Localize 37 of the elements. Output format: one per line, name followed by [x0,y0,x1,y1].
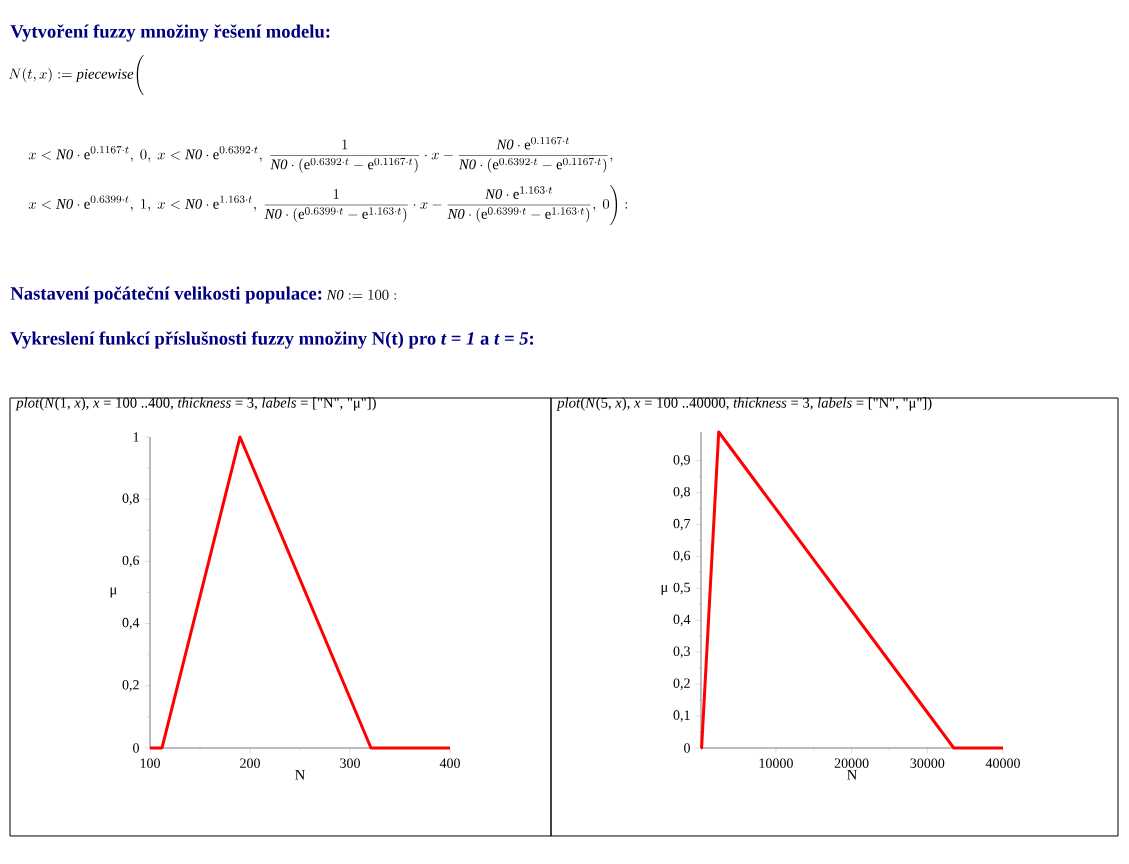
text: $x < \mathit{N0}\cdot \mathrm{e}^{0.6399\cdot t},\ 1,\ x < \mathit{N0}\cdot \mathrm{e}^{1.163\cdot t},\ \frac{1}{\mathit{N0}\cdot\left(\mathrm{e}^{0.6399\cdot t}-\mathrm{e}^{1.163\cdot t}\right)}\cdot x-\frac{\mathit{N0}\cdot \mathrm{e}^{1.163\cdot t}}{\mathit{N0}\cdot\left(\mathrm{e}^{0.6399\cdot t}-\mathrm{e}^{1.163\cdot t}\right)},\ 0\Bigg):$ [28,184,628,225]
x-tick-label: 400 [439,758,460,768]
text: Nastavení počáteční velikosti populace: [10,286,322,304]
x-axis-title: N [847,769,857,780]
x-tick-label: 30000 [910,758,945,768]
text: $\mathit{N0}\mathrel{:=}100:$ [326,289,396,300]
y-axis-title: μ [110,587,117,598]
y-tick-label: 0,2 [673,678,690,690]
x-tick-label: 10000 [759,758,793,768]
text: Vykreslení funkcí příslušnosti fuzzy množiny N(t) pro t = 1 a t = 5: [10,331,534,349]
y-tick-label: 0,3 [673,646,690,658]
chart-title: plot(N(1, x), x = 100 ..400, thickness = 3, labels = ["N", "μ"]) [15,397,376,411]
chart-title: plot(N(5, x), x = 100 ..40000, thickness = 3, labels = ["N", "μ"]) [556,397,932,411]
y-tick-label: 0,8 [122,493,139,505]
y-tick-label: 0,5 [673,582,690,595]
x-tick-label: 40000 [985,758,1020,768]
y-tick-label: 0,8 [673,486,690,499]
y-tick-label: 0 [133,743,139,753]
y-tick-label: 0,6 [122,555,140,568]
x-tick-label: 200 [240,758,260,768]
y-tick-label: 0,9 [673,455,690,467]
text: Vytvoření fuzzy množiny řešení modelu: [10,24,330,42]
x-tick-label: 300 [340,758,360,768]
y-tick-label: 0,7 [673,518,691,531]
y-tick-label: 0,2 [122,680,139,692]
text: $x < \mathit{N0}\cdot \mathrm{e}^{0.1167\cdot t},\ 0,\ x < \mathit{N0}\cdot \mathrm{e}^{0.6392\cdot t},\ \frac{1}{\mathit{N0}\cdot\left(\mathrm{e}^{0.6392\cdot t}-\mathrm{e}^{0.1167\cdot t}\right)}\cdot x-\frac{\mathit{N0}\cdot \mathrm{e}^{0.1167\cdot t}}{\mathit{N0}\cdot\left(\mathrm{e}^{0.6392\cdot t}-\mathrm{e}^{0.1167\cdot t}\right)},$ [28,136,613,173]
y-tick-label: 0 [684,743,690,753]
y-tick-label: 0,4 [673,614,691,627]
text: $N(t,x)\mathrel{:=}\mathit{piecewise}\Bigg($ [8,54,144,95]
x-axis-title: N [295,769,305,780]
x-tick-label: 20000 [834,758,869,768]
y-tick-label: 0,6 [673,550,691,563]
y-tick-label: 0,4 [122,617,140,630]
y-tick-label: 1 [133,432,139,442]
y-tick-label: 0,1 [673,710,690,722]
y-axis-title: μ [661,585,668,595]
x-tick-label: 100 [140,758,160,768]
